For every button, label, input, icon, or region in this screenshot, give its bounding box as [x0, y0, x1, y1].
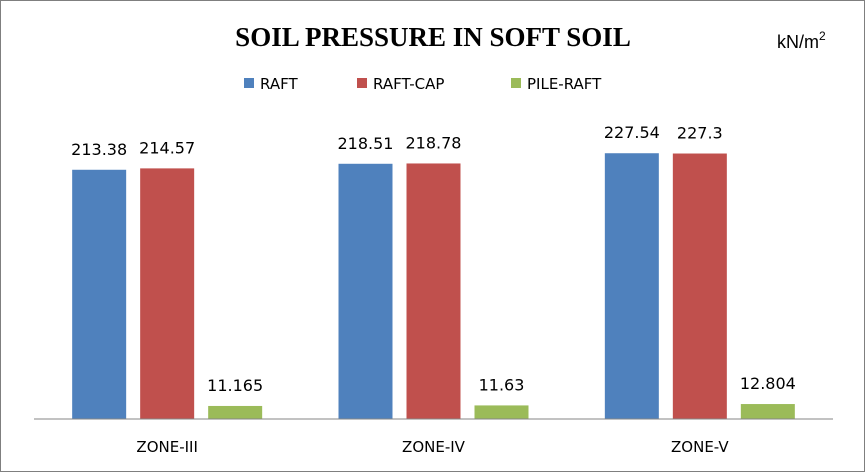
category-labels-group: ZONE-III ZONE-IV ZONE-V [136, 438, 729, 456]
value-label-raft-cap-zone-v: 227.3 [677, 124, 723, 143]
value-label-raft-zone-iv: 218.51 [338, 134, 394, 153]
bar-pile-raft-zone-iv [474, 405, 529, 419]
unit-superscript: 2 [819, 29, 826, 43]
bar-pile-raft-zone-v [740, 404, 795, 419]
bar-raft-zone-iv [338, 163, 393, 419]
legend-label-raft-cap: RAFT-CAP [373, 75, 444, 93]
unit-label: kN/m2 [777, 29, 826, 52]
category-label-zone-iv: ZONE-IV [402, 438, 466, 456]
legend-swatch-raft-cap [357, 78, 367, 88]
value-label-pile-raft-zone-iv: 11.63 [479, 375, 525, 394]
category-label-zone-iii: ZONE-III [136, 438, 197, 456]
category-label-zone-v: ZONE-V [671, 438, 729, 456]
chart-title: SOIL PRESSURE IN SOFT SOIL [235, 22, 631, 52]
bar-raft-zone-v [604, 153, 659, 419]
value-labels-group: 213.38 214.57 11.165 218.51 218.78 11.63 227.5… [71, 123, 796, 395]
legend-label-raft: RAFT [260, 75, 298, 93]
bar-pile-raft-zone-iii [208, 405, 263, 419]
value-label-pile-raft-zone-v: 12.804 [740, 374, 796, 393]
value-label-raft-cap-zone-iii: 214.57 [139, 138, 195, 157]
value-label-raft-zone-v: 227.54 [604, 123, 660, 142]
value-label-pile-raft-zone-iii: 11.165 [207, 376, 263, 395]
bar-raft-zone-iii [72, 169, 127, 419]
legend: RAFT RAFT-CAP PILE-RAFT [244, 75, 602, 93]
value-label-raft-zone-iii: 213.38 [71, 140, 127, 159]
bar-raft-cap-zone-v [672, 153, 727, 419]
legend-swatch-pile-raft [511, 78, 521, 88]
bar-raft-cap-zone-iv [406, 163, 461, 419]
bars-group [72, 153, 795, 419]
legend-swatch-raft [244, 78, 254, 88]
legend-label-pile-raft: PILE-RAFT [527, 75, 602, 93]
unit-base: kN/m [777, 32, 819, 52]
bar-raft-cap-zone-iii [140, 168, 195, 419]
value-label-raft-cap-zone-iv: 218.78 [406, 133, 462, 152]
